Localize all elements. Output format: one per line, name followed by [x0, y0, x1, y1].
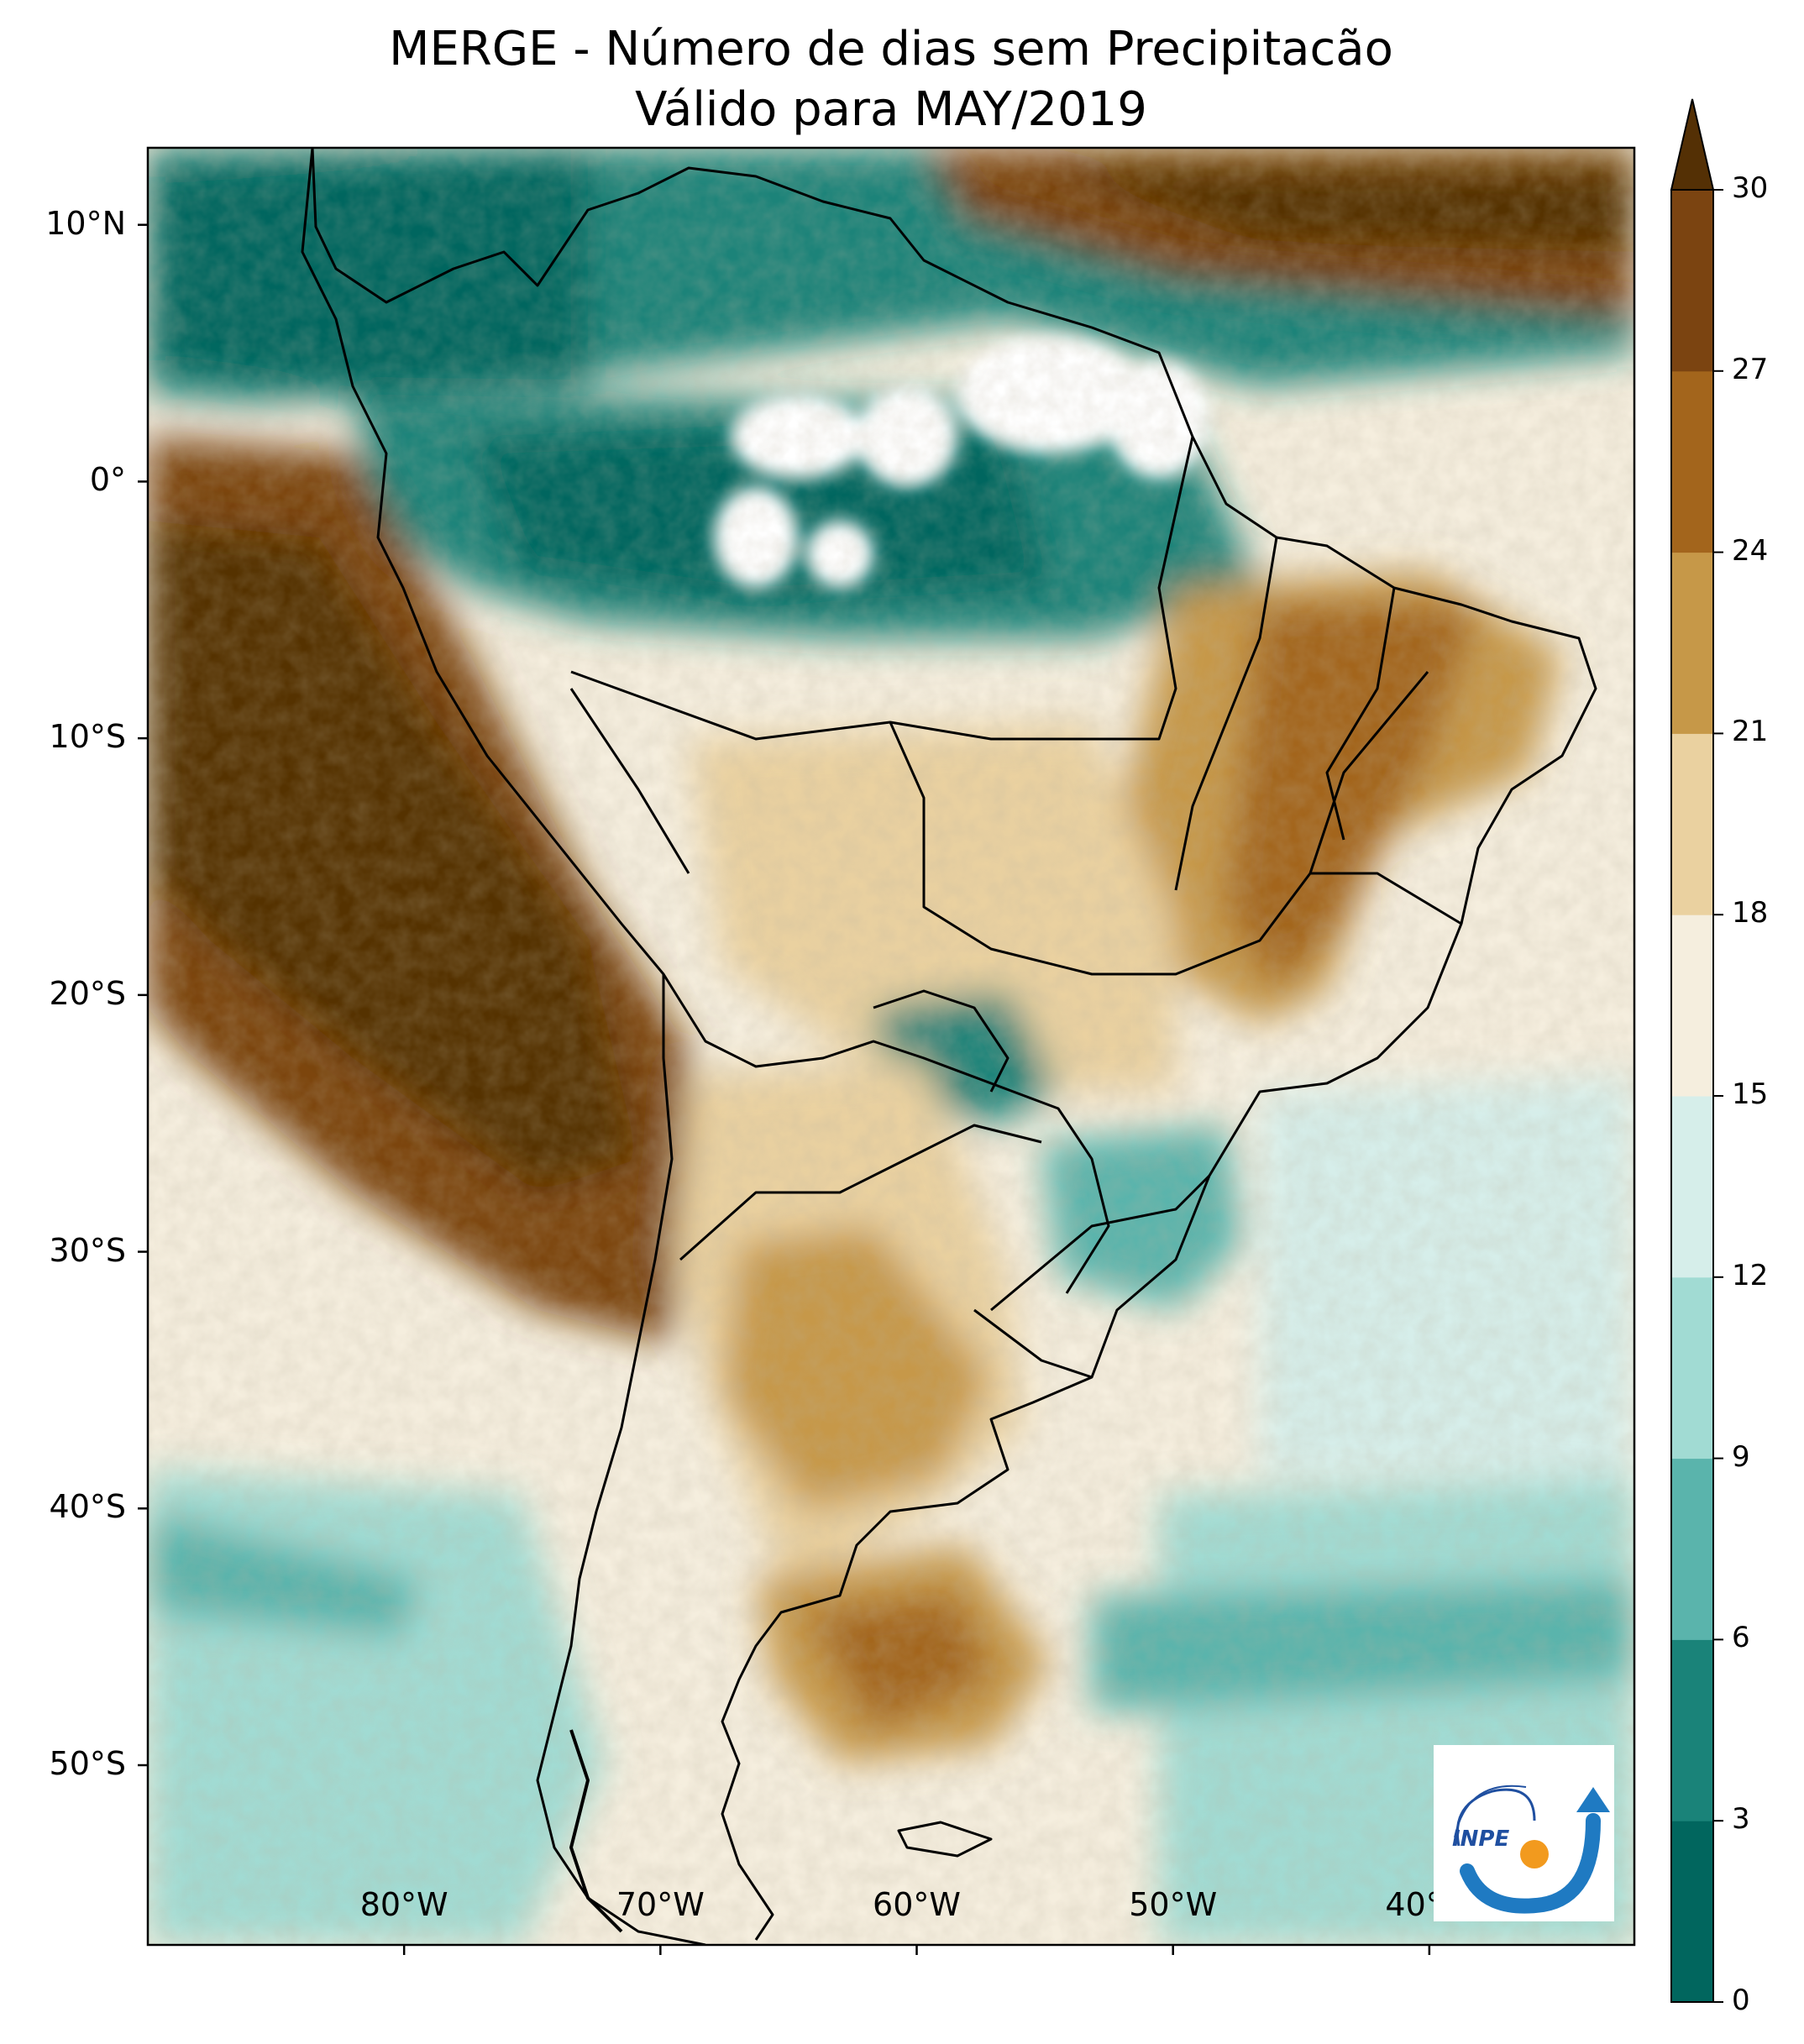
longitude-ticks: [402, 1945, 1431, 1955]
lat-tick-label: 50°S: [49, 1745, 126, 1782]
colorbar-extend-arrow: [1670, 98, 1715, 191]
colorbar-tick-label: 3: [1732, 1802, 1750, 1837]
colorbar: [1670, 98, 1723, 2003]
colorbar-tick-label: 15: [1732, 1077, 1769, 1111]
colorbar-tick-label: 24: [1732, 533, 1769, 568]
lat-tick-label: 30°S: [49, 1231, 126, 1269]
colorbar-tick-label: 6: [1732, 1621, 1750, 1655]
inpe-logo-icon: INPE: [1452, 1785, 1610, 1914]
colorbar-tick-label: 21: [1732, 715, 1769, 749]
map-title: MERGE - Número de dias sem Precipitacão: [389, 22, 1393, 76]
colorbar-bin: [1671, 1639, 1713, 1821]
lat-tick-label: 10°N: [45, 204, 126, 242]
lat-tick-label: 10°S: [49, 718, 126, 756]
colorbar-tick-label: 27: [1732, 352, 1769, 386]
map-subtitle: Válido para MAY/2019: [635, 82, 1147, 137]
colorbar-bin: [1671, 552, 1713, 734]
precipitation-field: [148, 148, 1634, 1945]
colorbar-bin: [1671, 1276, 1713, 1460]
colorbar-bin: [1671, 1096, 1713, 1278]
lat-tick-label: 40°S: [49, 1488, 126, 1526]
lon-tick-label: 50°W: [1129, 1886, 1218, 1923]
coastline-outline: [301, 148, 1597, 1945]
inpe-logo: INPE: [1434, 1745, 1614, 1921]
colorbar-bin: [1671, 190, 1713, 372]
colorbar-bin: [1671, 370, 1713, 553]
map-frame: [146, 146, 1636, 1947]
latitude-ticks: [138, 223, 148, 1767]
colorbar-tick-label: 0: [1732, 1984, 1750, 2017]
colorbar-tick-label: 18: [1732, 896, 1769, 930]
svg-text:INPE: INPE: [1452, 1826, 1509, 1852]
lat-tick-label: 20°S: [49, 974, 126, 1012]
lon-tick-label: 70°W: [616, 1886, 705, 1923]
colorbar-tick-label: 9: [1732, 1439, 1750, 1474]
colorbar-bin: [1671, 915, 1713, 1097]
colorbar-tick-label: 12: [1732, 1258, 1769, 1292]
lat-tick-label: 0°: [89, 461, 126, 499]
colorbar-bin: [1671, 1458, 1713, 1640]
colorbar-tick-label: 30: [1732, 171, 1769, 205]
lon-tick-label: 80°W: [359, 1886, 448, 1923]
colorbar-bin: [1671, 733, 1713, 915]
lon-tick-label: 60°W: [873, 1886, 961, 1923]
colorbar-bin: [1671, 1821, 1713, 2003]
